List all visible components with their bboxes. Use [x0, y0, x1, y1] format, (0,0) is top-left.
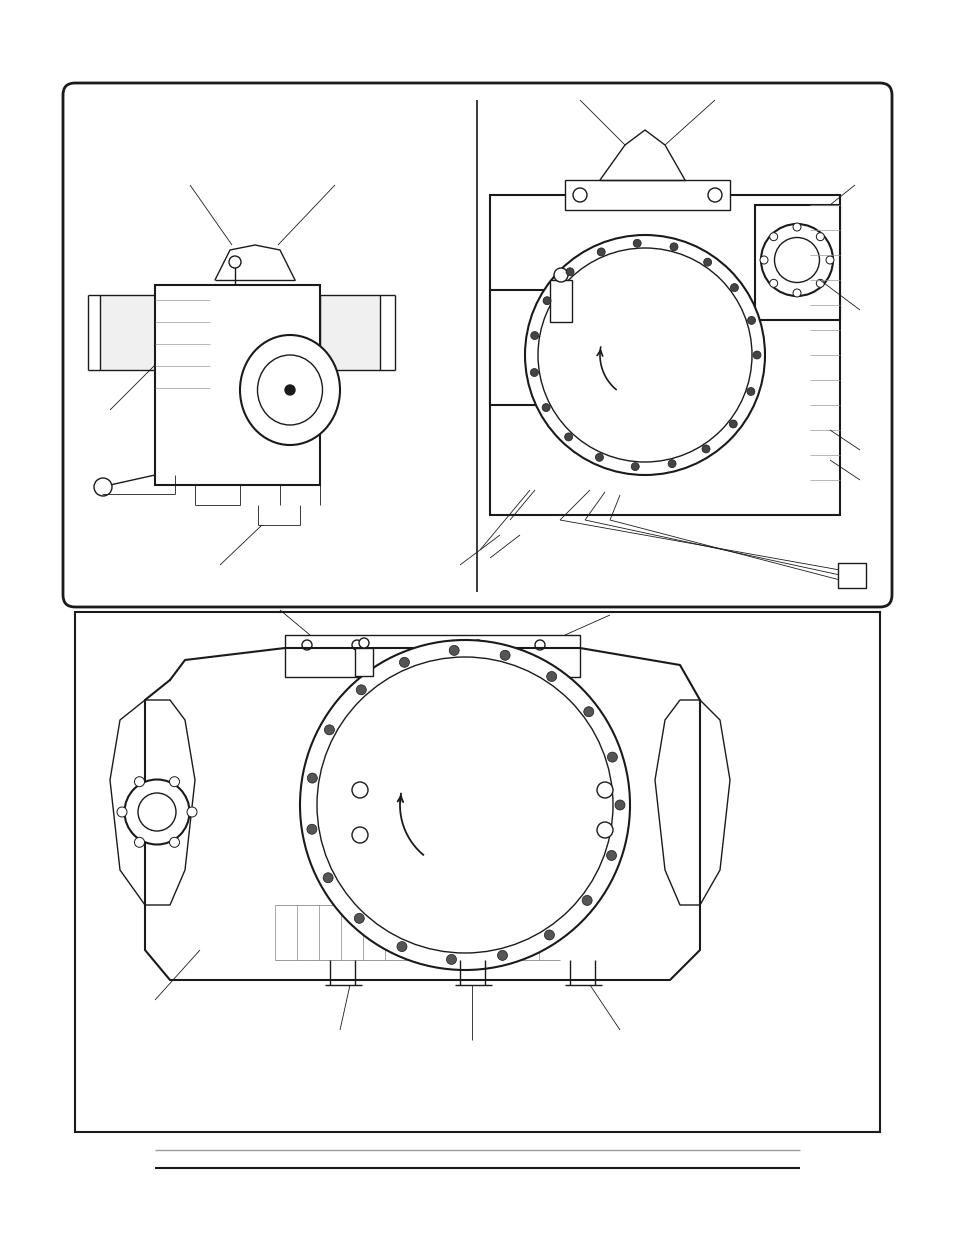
Circle shape	[607, 752, 617, 762]
Bar	[154, 285, 319, 485]
Circle shape	[746, 388, 754, 395]
Circle shape	[667, 459, 676, 468]
Circle shape	[606, 851, 616, 861]
Circle shape	[170, 837, 179, 847]
Circle shape	[792, 224, 801, 231]
Circle shape	[581, 895, 592, 905]
Circle shape	[299, 640, 629, 969]
Circle shape	[229, 256, 241, 268]
Bar	[355, 648, 373, 676]
Circle shape	[324, 725, 335, 735]
Ellipse shape	[774, 237, 819, 283]
Circle shape	[358, 638, 369, 648]
Circle shape	[769, 279, 777, 288]
Circle shape	[316, 657, 613, 953]
Circle shape	[307, 824, 316, 835]
Circle shape	[573, 188, 586, 203]
Circle shape	[669, 243, 678, 251]
Circle shape	[323, 873, 333, 883]
Circle shape	[449, 646, 458, 656]
Circle shape	[537, 248, 751, 462]
Ellipse shape	[240, 335, 339, 445]
Ellipse shape	[257, 354, 322, 425]
Circle shape	[564, 433, 572, 441]
Circle shape	[565, 268, 574, 275]
Circle shape	[352, 782, 368, 798]
FancyBboxPatch shape	[63, 83, 891, 606]
Circle shape	[134, 837, 144, 847]
Circle shape	[701, 445, 709, 453]
Circle shape	[535, 640, 544, 650]
Circle shape	[542, 296, 551, 305]
Circle shape	[816, 232, 823, 241]
Bar	[564, 180, 729, 210]
Bar	[75, 613, 879, 1132]
Circle shape	[825, 256, 833, 264]
Circle shape	[396, 941, 407, 952]
Circle shape	[524, 235, 764, 475]
Circle shape	[816, 279, 823, 288]
Circle shape	[747, 316, 755, 325]
Circle shape	[760, 256, 767, 264]
Circle shape	[117, 806, 127, 818]
Bar	[837, 563, 865, 588]
Circle shape	[597, 248, 604, 256]
Circle shape	[285, 385, 294, 395]
Circle shape	[597, 782, 613, 798]
Circle shape	[633, 240, 640, 247]
Circle shape	[446, 955, 456, 965]
Circle shape	[497, 951, 507, 961]
Circle shape	[134, 777, 144, 787]
Circle shape	[352, 827, 368, 844]
Circle shape	[530, 331, 538, 340]
Bar	[319, 295, 379, 370]
Bar	[754, 205, 840, 320]
Circle shape	[730, 284, 738, 291]
Circle shape	[473, 640, 482, 650]
Ellipse shape	[760, 224, 832, 296]
Circle shape	[707, 188, 721, 203]
Circle shape	[399, 657, 409, 667]
Circle shape	[352, 640, 361, 650]
Circle shape	[541, 404, 550, 411]
Circle shape	[354, 914, 364, 924]
Circle shape	[307, 773, 317, 783]
Circle shape	[355, 685, 366, 695]
Circle shape	[187, 806, 196, 818]
Circle shape	[631, 463, 639, 471]
Bar	[490, 195, 840, 515]
Circle shape	[752, 351, 760, 359]
Bar	[100, 295, 160, 370]
Circle shape	[728, 420, 737, 429]
Circle shape	[583, 706, 593, 716]
Bar	[490, 290, 547, 405]
Bar	[550, 280, 572, 322]
Circle shape	[597, 823, 613, 839]
Circle shape	[792, 289, 801, 296]
Circle shape	[530, 368, 537, 377]
Circle shape	[546, 672, 557, 682]
Circle shape	[499, 651, 510, 661]
Circle shape	[703, 258, 711, 267]
Circle shape	[554, 268, 567, 282]
Circle shape	[302, 640, 312, 650]
Ellipse shape	[125, 779, 190, 845]
Circle shape	[544, 930, 554, 940]
Circle shape	[769, 232, 777, 241]
Bar	[285, 635, 579, 677]
Circle shape	[595, 453, 603, 462]
Circle shape	[170, 777, 179, 787]
Ellipse shape	[138, 793, 175, 831]
Circle shape	[615, 800, 624, 810]
Circle shape	[94, 478, 112, 496]
